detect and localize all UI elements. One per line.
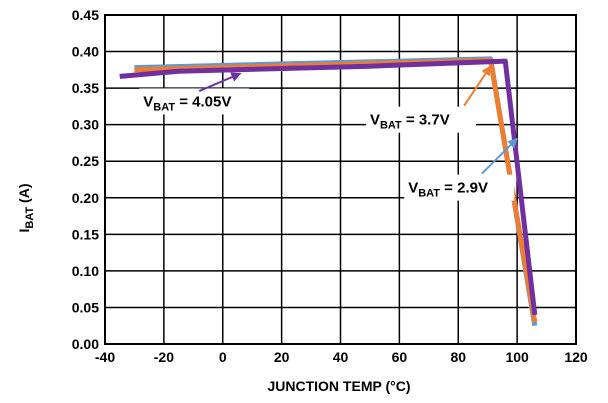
x-tick-label: 0 bbox=[219, 349, 227, 365]
annotation-label-vbat-3.7: VBAT = 3.7V bbox=[370, 112, 450, 132]
y-tick-label: 0.10 bbox=[72, 263, 99, 279]
x-tick-label: 80 bbox=[450, 349, 466, 365]
y-tick-label: 0.15 bbox=[72, 226, 99, 242]
y-tick-label: 0.00 bbox=[72, 336, 99, 352]
tick-labels: -40 -20 0 20 40 60 80 100 120 0.00 0.05 0.10 0.15 0.2… bbox=[72, 7, 588, 365]
annotation-arrow-vbat-4.05 bbox=[198, 72, 242, 92]
x-tick-label: -40 bbox=[95, 349, 115, 365]
annotation-vbat-2.9: VBAT = 2.9V bbox=[404, 137, 518, 201]
y-axis-label-main: I bbox=[16, 229, 32, 233]
x-axis-label: JUNCTION TEMP (°C) bbox=[267, 378, 410, 394]
y-axis-label-sub: BAT bbox=[24, 207, 36, 229]
annotation-arrow-vbat-2.9 bbox=[481, 137, 518, 175]
x-tick-label: 60 bbox=[392, 349, 408, 365]
annotation-vbat-4.05: VBAT = 4.05V bbox=[139, 72, 250, 115]
annotation-label-vbat-4.05: VBAT = 4.05V bbox=[143, 93, 231, 113]
y-tick-label: 0.40 bbox=[72, 44, 99, 60]
y-axis-label: IBAT (A) bbox=[16, 183, 36, 232]
axes bbox=[104, 14, 577, 345]
y-tick-label: 0.45 bbox=[72, 7, 99, 23]
x-tick-label: 120 bbox=[564, 349, 588, 365]
y-tick-label: 0.20 bbox=[72, 190, 99, 206]
annotation-arrow-vbat-3.7 bbox=[463, 65, 492, 107]
x-tick-label: 20 bbox=[274, 349, 290, 365]
y-tick-label: 0.25 bbox=[72, 153, 99, 169]
annotation-label-vbat-2.9: VBAT = 2.9V bbox=[408, 180, 488, 200]
plot-frame bbox=[104, 14, 577, 345]
x-tick-label: -20 bbox=[154, 349, 174, 365]
annotation-bg bbox=[404, 174, 515, 201]
x-tick-label: 40 bbox=[333, 349, 349, 365]
y-axis-label-unit: (A) bbox=[16, 183, 32, 206]
y-tick-label: 0.35 bbox=[72, 80, 99, 96]
y-tick-label: 0.05 bbox=[72, 299, 99, 315]
y-tick-label: 0.30 bbox=[72, 117, 99, 133]
annotations: VBAT = 4.05V VBAT = 3.7V VBAT = 2.9V bbox=[139, 65, 518, 201]
annotation-bg bbox=[365, 106, 476, 133]
x-tick-label: 100 bbox=[505, 349, 529, 365]
annotation-vbat-3.7: VBAT = 3.7V bbox=[365, 65, 492, 133]
annotation-bg bbox=[139, 88, 250, 115]
